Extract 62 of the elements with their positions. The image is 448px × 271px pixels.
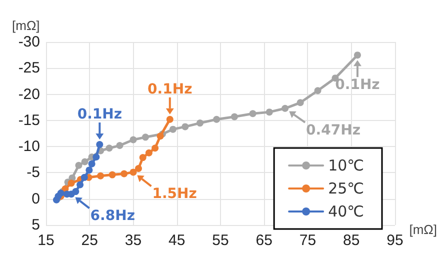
x-tick-label: 25: [81, 232, 98, 249]
point: [86, 166, 93, 174]
x-tick-label: 85: [343, 232, 360, 249]
point: [213, 116, 220, 123]
point: [72, 188, 80, 196]
point: [139, 154, 146, 162]
x-tick-label: 15: [38, 232, 54, 249]
legend-label: 10℃: [328, 156, 364, 174]
point: [230, 113, 238, 120]
point: [88, 160, 96, 168]
point: [92, 154, 100, 161]
point: [182, 123, 189, 130]
y-tick-label: -30: [18, 34, 40, 50]
annotation: 0.1Hz: [77, 106, 122, 122]
annotation: 1.5Hz: [152, 186, 197, 202]
y-tick-label: -20: [18, 86, 40, 103]
point: [68, 180, 75, 187]
point: [152, 144, 159, 152]
x-axis-title: [mΩ]: [409, 222, 437, 237]
annotation: 0.1Hz: [148, 81, 192, 98]
legend-label: 40℃: [328, 202, 364, 220]
point: [130, 136, 137, 144]
legend-label: 25℃: [328, 180, 364, 198]
y-tick-label: -15: [18, 112, 40, 129]
point: [97, 172, 104, 180]
annotation: 0.47Hz: [306, 122, 360, 138]
point: [80, 174, 88, 181]
point: [282, 104, 289, 112]
x-tick-label: 75: [299, 232, 316, 249]
point: [75, 162, 82, 169]
point: [130, 168, 137, 176]
x-tick-label: 35: [124, 232, 142, 249]
point: [120, 170, 128, 178]
point: [96, 140, 104, 148]
point: [108, 171, 116, 178]
y-tick-label: 0: [32, 190, 40, 208]
x-tick-label: 45: [168, 232, 186, 249]
annotation: 6.8Hz: [90, 208, 135, 224]
point: [249, 110, 256, 118]
point: [354, 52, 361, 59]
point: [296, 99, 304, 106]
point: [116, 142, 124, 150]
point: [314, 87, 322, 94]
y-tick-label: -5: [26, 164, 40, 182]
point: [106, 144, 113, 152]
y-tick-label: -10: [18, 138, 40, 156]
x-tick-label: 95: [386, 232, 404, 249]
point: [76, 181, 84, 188]
point: [196, 120, 204, 127]
point: [81, 158, 88, 166]
y-axis-title: [mΩ]: [12, 18, 40, 33]
y-tick-label: 5: [32, 216, 40, 234]
x-tick-label: 55: [212, 232, 229, 249]
y-tick-label: -25: [18, 60, 40, 77]
point: [142, 134, 149, 141]
x-tick-label: 65: [256, 232, 272, 249]
point: [266, 108, 273, 116]
point: [134, 165, 142, 172]
point: [166, 116, 174, 123]
point: [169, 126, 176, 133]
annotation: 0.1Hz: [335, 77, 380, 94]
point: [145, 149, 152, 156]
